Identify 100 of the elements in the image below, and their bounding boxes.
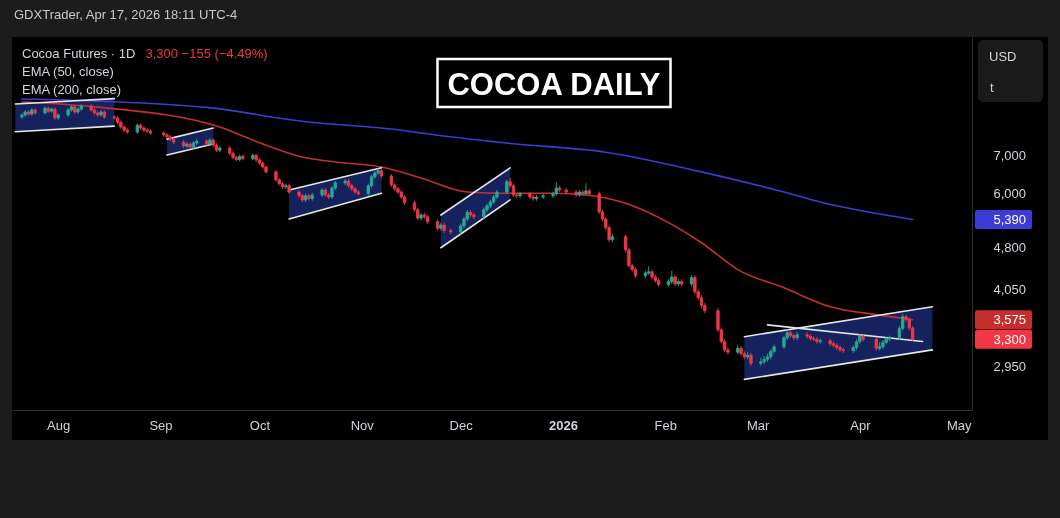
candlestick	[402, 194, 407, 206]
candlestick	[854, 338, 859, 351]
series-label: EMA (200, close)	[22, 82, 121, 97]
candlestick	[564, 187, 568, 195]
candlestick	[204, 138, 209, 147]
candlestick	[195, 138, 199, 146]
y-tick-label: 2,950	[993, 359, 1026, 375]
candlestick	[610, 233, 615, 243]
x-tick-label: Sep	[149, 418, 173, 434]
candlestick	[135, 122, 140, 135]
candlestick	[99, 109, 103, 118]
candlestick	[218, 145, 222, 153]
candlestick	[531, 194, 535, 202]
text: 5,390	[993, 211, 1026, 227]
candlestick	[419, 212, 423, 221]
candlestick	[43, 106, 47, 116]
candlestick	[650, 269, 654, 280]
x-tick-label: 2026	[548, 418, 578, 434]
candlestick	[115, 115, 120, 125]
candlestick	[534, 194, 539, 202]
candlestick	[742, 350, 747, 360]
text: 3,300	[993, 331, 1026, 347]
candlestick	[815, 336, 819, 345]
candlestick	[274, 169, 278, 183]
candlestick	[426, 214, 430, 225]
candlestick	[554, 181, 558, 197]
candlestick	[165, 132, 169, 140]
candlestick	[356, 189, 361, 197]
candlestick	[482, 207, 486, 220]
candlestick	[468, 209, 473, 218]
candlestick	[56, 112, 60, 121]
candlestick	[119, 119, 123, 130]
candlestick	[673, 274, 677, 287]
candlestick	[676, 278, 681, 287]
line-series	[21, 101, 914, 321]
candlestick	[689, 274, 694, 287]
candlestick	[280, 181, 285, 190]
candlestick	[310, 192, 314, 202]
candlestick	[26, 109, 31, 117]
candlestick	[172, 136, 176, 145]
y-tick-label: 4,800	[993, 240, 1026, 256]
candlestick	[541, 193, 545, 200]
candlestick	[353, 186, 357, 195]
candlestick	[228, 145, 232, 156]
candlestick	[861, 333, 865, 342]
candlestick	[746, 351, 750, 360]
candlestick	[89, 103, 93, 113]
candlestick	[376, 168, 380, 176]
candlestick	[495, 189, 499, 200]
candlestick	[653, 274, 657, 284]
candlestick	[736, 344, 740, 355]
candlestick	[769, 348, 773, 360]
candlestick	[46, 106, 50, 114]
candlestick	[528, 191, 532, 200]
text: COCOA DAILY	[447, 67, 661, 102]
candlestick	[505, 179, 509, 195]
candlestick	[577, 189, 582, 198]
text: 3,575	[993, 312, 1026, 328]
candlestick	[297, 189, 301, 199]
candlestick	[379, 168, 384, 179]
candlestick	[73, 104, 77, 115]
y-axis-title: USD	[989, 49, 1017, 64]
candlestick	[680, 278, 684, 287]
candlestick	[818, 338, 822, 345]
candlestick	[69, 104, 74, 113]
candlestick	[168, 134, 172, 142]
candlestick	[835, 342, 839, 351]
candlestick	[76, 106, 80, 115]
candlestick	[396, 186, 400, 195]
x-tick-label: Dec	[449, 418, 474, 434]
candlestick	[656, 277, 661, 288]
candlestick	[805, 331, 809, 339]
candlestick	[772, 344, 776, 355]
candlestick	[350, 183, 354, 192]
candlestick	[838, 344, 842, 353]
candlestick	[488, 199, 492, 209]
line-series	[21, 98, 914, 221]
candlestick	[287, 183, 291, 195]
candlestick	[759, 357, 763, 367]
candlestick	[102, 109, 107, 120]
candlestick	[79, 103, 83, 112]
text: GDXTrader, Apr 17, 2026 18:11 UTC-4	[14, 7, 238, 22]
candlestick	[788, 330, 793, 339]
x-tick-label: Oct	[249, 418, 271, 434]
x-tick-label: Nov	[350, 418, 375, 434]
y-tick-label: 6,000	[993, 185, 1026, 201]
candlestick	[284, 183, 288, 190]
candlestick	[449, 227, 453, 235]
candlestick	[148, 128, 153, 136]
candlestick	[66, 107, 70, 118]
candlestick	[343, 178, 347, 186]
candlestick	[251, 153, 255, 161]
candlestick	[557, 185, 562, 193]
candlestick	[254, 153, 258, 163]
candlestick	[188, 141, 192, 150]
candlestick	[422, 212, 427, 220]
text: Cocoa Futures · 1D	[22, 46, 136, 61]
candlestick	[257, 157, 262, 166]
candlestick	[234, 155, 238, 162]
candlestick	[442, 222, 446, 234]
